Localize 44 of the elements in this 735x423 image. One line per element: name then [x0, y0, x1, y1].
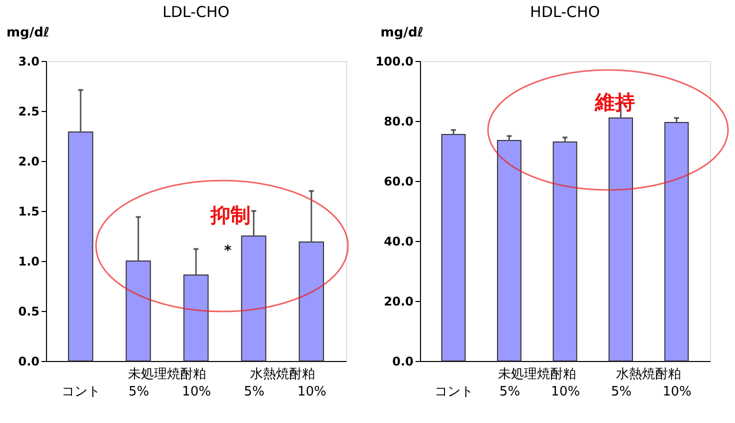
chart-title: HDL-CHO	[530, 3, 600, 21]
x-tick-label: 10%	[297, 384, 326, 400]
x-tick-label: 5%	[610, 384, 632, 400]
y-tick-label: 0.0	[18, 354, 40, 368]
x-tick-label: 5%	[244, 384, 265, 400]
annotation: 維持	[594, 90, 636, 114]
bar	[608, 118, 633, 362]
y-tick-label: 0.5	[18, 304, 40, 318]
text: 未処理焼酎粕	[128, 367, 206, 382]
y-tick-label: 80.0	[384, 114, 414, 128]
y-tick-label: 1.5	[18, 204, 40, 218]
bar	[441, 134, 466, 362]
bar	[126, 260, 151, 362]
bar	[68, 132, 94, 362]
annotation: 抑制	[210, 203, 251, 227]
y-tick-label: 60.0	[384, 174, 414, 188]
x-tick-label: 5%	[499, 384, 520, 400]
bar	[664, 122, 689, 362]
x-tick-label: 10%	[182, 384, 211, 400]
x-tick-label: 10%	[551, 384, 580, 400]
y-tick-label: 3.0	[18, 54, 40, 68]
x-tick-label: 10%	[662, 384, 692, 400]
y-axis-title: mg/dℓ	[6, 26, 50, 40]
chart-title: LDL-CHO	[162, 3, 230, 21]
x-tick-label: コント	[62, 384, 101, 400]
y-tick-label: 20.0	[384, 294, 414, 308]
bar	[183, 274, 209, 362]
bar	[552, 142, 578, 362]
bar	[497, 140, 522, 362]
x-tick-label: 5%	[128, 384, 150, 400]
x-tick-label: コント	[434, 384, 474, 400]
y-tick-label: 1.0	[18, 254, 40, 268]
annotation: *	[224, 243, 232, 259]
y-tick-label: 40.0	[384, 234, 414, 248]
y-tick-label: 100.0	[376, 54, 414, 68]
y-tick-label: 2.5	[18, 104, 40, 118]
y-tick-label: 2.0	[18, 154, 40, 168]
y-tick-label: 0.0	[392, 354, 414, 368]
bar	[298, 242, 324, 362]
text: 未処理焼酎粕	[498, 367, 576, 382]
text: 水熱焼酎粕	[250, 367, 316, 382]
y-axis-title: mg/dℓ	[380, 26, 424, 40]
text: 水熱焼酎粕	[616, 367, 682, 382]
bar	[241, 236, 266, 362]
